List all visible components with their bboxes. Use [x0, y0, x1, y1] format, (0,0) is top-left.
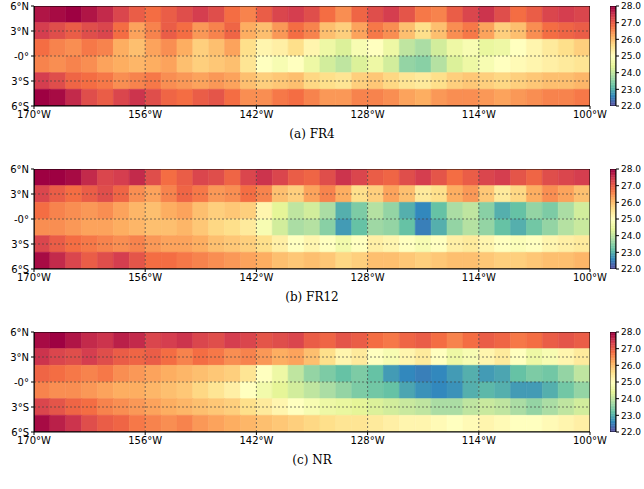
svg-text:6°S: 6°S [11, 101, 29, 112]
svg-text:6°N: 6°N [10, 1, 29, 12]
svg-text:25.0: 25.0 [621, 51, 641, 61]
svg-text:27.0: 27.0 [621, 18, 641, 28]
svg-text:100°W: 100°W [573, 109, 607, 120]
svg-text:26.0: 26.0 [621, 35, 641, 45]
svg-text:25.0: 25.0 [621, 214, 641, 224]
svg-text:114°W: 114°W [462, 435, 496, 446]
svg-text:156°W: 156°W [128, 109, 162, 120]
svg-text:3°N: 3°N [10, 189, 29, 200]
svg-text:6°N: 6°N [10, 164, 29, 175]
svg-text:170°W: 170°W [17, 435, 51, 447]
svg-text:3°N: 3°N [10, 352, 29, 363]
svg-text:142°W: 142°W [239, 272, 273, 283]
svg-text:100°W: 100°W [573, 272, 607, 283]
svg-text:3°S: 3°S [11, 76, 29, 87]
svg-text:100°W: 100°W [573, 435, 607, 446]
svg-text:24.0: 24.0 [621, 68, 641, 78]
svg-text:142°W: 142°W [239, 109, 273, 120]
svg-text:170°W: 170°W [17, 272, 51, 284]
svg-text:128°W: 128°W [351, 272, 385, 283]
svg-text:24.0: 24.0 [621, 231, 641, 241]
svg-text:128°W: 128°W [351, 435, 385, 446]
svg-text:28.0: 28.0 [621, 164, 641, 174]
svg-text:27.0: 27.0 [621, 344, 641, 354]
svg-text:22.0: 22.0 [621, 427, 641, 437]
html-text:(c) NR: (c) NR [292, 453, 332, 467]
svg-text:22.0: 22.0 [621, 101, 641, 111]
svg-text:23.0: 23.0 [621, 248, 641, 258]
html-text:(b) FR12: (b) FR12 [285, 290, 339, 304]
svg-text:3°S: 3°S [11, 402, 29, 413]
svg-text:3°N: 3°N [10, 26, 29, 37]
svg-text:25.0: 25.0 [621, 377, 641, 387]
svg-text:6°N: 6°N [10, 327, 29, 338]
svg-text:156°W: 156°W [128, 272, 162, 283]
svg-text:26.0: 26.0 [621, 361, 641, 371]
svg-text:6°S: 6°S [11, 264, 29, 275]
svg-text:114°W: 114°W [462, 272, 496, 283]
svg-text:-0°: -0° [14, 214, 29, 225]
svg-text:22.0: 22.0 [621, 264, 641, 274]
svg-text:142°W: 142°W [239, 435, 273, 446]
svg-text:156°W: 156°W [128, 435, 162, 446]
svg-text:28.0: 28.0 [621, 327, 641, 337]
svg-text:6°S: 6°S [11, 427, 29, 438]
svg-text:-0°: -0° [14, 377, 29, 388]
svg-text:26.0: 26.0 [621, 198, 641, 208]
svg-text:170°W: 170°W [17, 109, 51, 121]
svg-text:114°W: 114°W [462, 109, 496, 120]
svg-text:-0°: -0° [14, 51, 29, 62]
svg-text:128°W: 128°W [351, 109, 385, 120]
svg-text:24.0: 24.0 [621, 394, 641, 404]
svg-text:3°S: 3°S [11, 239, 29, 250]
svg-text:23.0: 23.0 [621, 411, 641, 421]
svg-text:23.0: 23.0 [621, 85, 641, 95]
svg-text:28.0: 28.0 [621, 1, 641, 11]
html-text:(a) FR4: (a) FR4 [289, 127, 335, 141]
svg-text:27.0: 27.0 [621, 181, 641, 191]
